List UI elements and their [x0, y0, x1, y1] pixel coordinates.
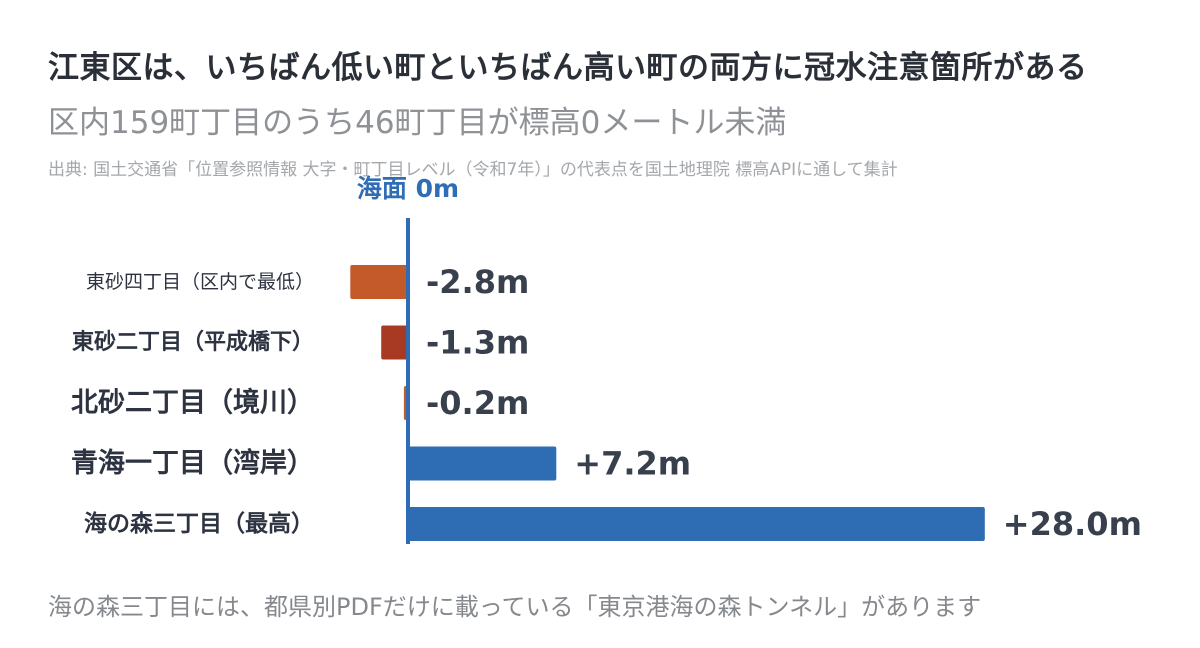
category-label: 東砂二丁目（平成橋下） [72, 329, 314, 355]
zero-line-label: 海面 0m [357, 174, 459, 203]
value-label: +7.2m [574, 445, 691, 483]
chart-title: 江東区は、いちばん低い町といちばん高い町の両方に冠水注意箇所がある [48, 50, 1088, 86]
value-label: -0.2m [426, 384, 529, 422]
category-label: 海の森三丁目（最高） [84, 510, 314, 537]
chart-footnote: 海の森三丁目には、都県別PDFだけに載っている「東京港海の森トンネル」があります [48, 593, 982, 621]
value-label: -1.3m [426, 324, 529, 362]
bar [408, 446, 557, 481]
value-label: +28.0m [1003, 505, 1142, 543]
bar [381, 325, 408, 360]
category-label: 青海一丁目（湾岸） [71, 447, 314, 479]
category-label: 東砂四丁目（区内で最低） [86, 271, 314, 293]
chart-subtitle: 区内159町丁目のうち46町丁目が標高0メートル未満 [48, 105, 787, 141]
chart-source: 出典: 国土交通省「位置参照情報 大字・町丁目レベル（令和7年）」の代表点を国土… [48, 160, 898, 180]
category-label: 北砂二丁目（境川） [71, 388, 314, 419]
value-label: -2.8m [426, 263, 529, 301]
bar [408, 507, 985, 541]
bar [350, 265, 408, 299]
